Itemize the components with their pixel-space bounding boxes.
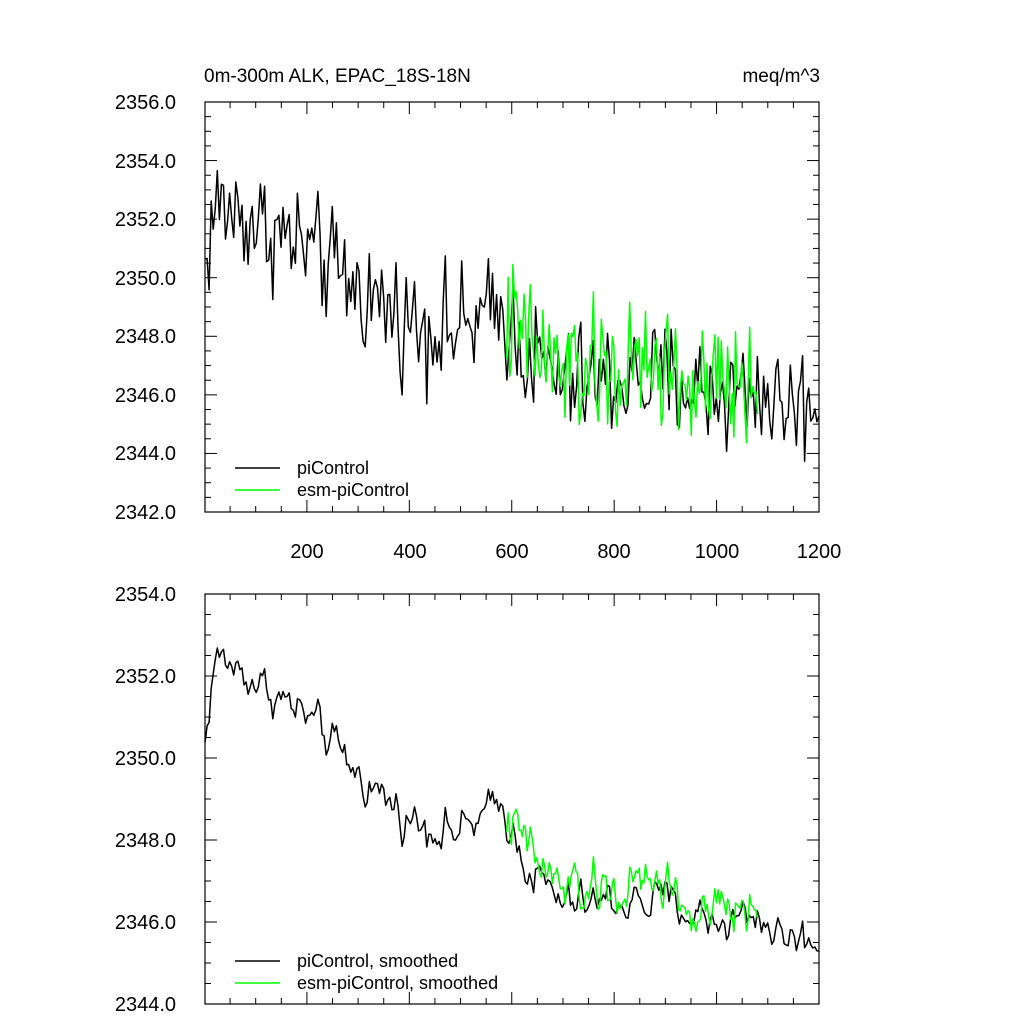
x-tick-label: 200 <box>290 541 323 563</box>
series-line-esm-picontrol-smoothed <box>505 808 759 933</box>
legend-label-picontrol-smoothed: piControl, smoothed <box>297 951 458 971</box>
y-tick-label: 2346.0 <box>115 385 176 407</box>
x-tick-label: 600 <box>495 541 528 563</box>
plot-frame <box>204 593 820 1005</box>
legend-label-esm-picontrol-smoothed: esm-piControl, smoothed <box>297 973 498 993</box>
y-tick-label: 2352.0 <box>115 666 176 688</box>
y-tick-label: 2344.0 <box>115 994 176 1016</box>
series-line-esm-picontrol <box>505 263 759 444</box>
y-tick-label: 2346.0 <box>115 912 176 934</box>
y-tick-label: 2348.0 <box>115 830 176 852</box>
y-tick-label: 2348.0 <box>115 326 176 348</box>
x-tick-label: 1000 <box>695 541 740 563</box>
x-tick-label: 800 <box>597 541 630 563</box>
top-panel: 0m-300m ALK, EPAC_18S-18N meq/m^3 2342.0… <box>115 66 841 563</box>
y-tick-label: 2356.0 <box>115 92 176 114</box>
y-tick-label: 2350.0 <box>115 268 176 290</box>
y-tick-label: 2342.0 <box>115 502 176 524</box>
legend: piControl esm-piControl <box>235 458 409 500</box>
chart-units: meq/m^3 <box>742 66 820 87</box>
y-tick-label: 2344.0 <box>115 443 176 465</box>
tick-marks <box>205 593 820 1005</box>
y-tick-label: 2352.0 <box>115 209 176 231</box>
legend-label-esm-picontrol: esm-piControl <box>297 480 409 500</box>
legend-label-picontrol: piControl <box>297 458 369 478</box>
y-tick-label: 2350.0 <box>115 748 176 770</box>
y-tick-label: 2354.0 <box>115 584 176 606</box>
legend: piControl, smoothed esm-piControl, smoot… <box>235 951 498 993</box>
tick-marks <box>205 101 820 513</box>
bottom-panel: 2344.0 2346.0 2348.0 2350.0 2352.0 2354.… <box>115 584 820 1016</box>
x-tick-label: 1200 <box>797 541 842 563</box>
y-tick-label: 2354.0 <box>115 151 176 173</box>
x-tick-label: 400 <box>393 541 426 563</box>
chart-title: 0m-300m ALK, EPAC_18S-18N <box>204 66 471 87</box>
